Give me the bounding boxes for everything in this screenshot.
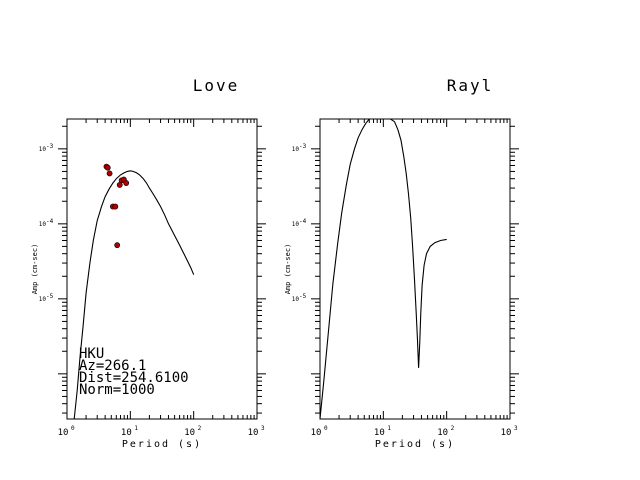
x-axis-label: Period (s) bbox=[375, 439, 455, 450]
annotation-line: Az=266.1 bbox=[79, 358, 146, 374]
y-tick-label: 10 bbox=[292, 296, 300, 303]
data-point bbox=[112, 203, 119, 210]
series-line bbox=[319, 118, 447, 420]
plot-frame bbox=[66, 118, 258, 420]
x-tick-label-exp: 3 bbox=[514, 425, 518, 432]
y-tick-label-exp: -3 bbox=[46, 143, 54, 150]
data-point bbox=[123, 180, 130, 186]
x-tick-label: 10 bbox=[311, 428, 322, 438]
y-tick-label-exp: -4 bbox=[46, 218, 54, 225]
series-line bbox=[73, 170, 195, 420]
x-tick-label-exp: 1 bbox=[134, 425, 138, 432]
x-tick-label: 10 bbox=[58, 428, 69, 438]
y-tick-label-exp: -3 bbox=[299, 143, 307, 150]
data-point bbox=[106, 170, 113, 177]
plot-frame bbox=[319, 118, 511, 420]
y-tick-label: 10 bbox=[292, 221, 300, 228]
x-tick-label-exp: 0 bbox=[324, 425, 328, 432]
y-tick-label-exp: -5 bbox=[46, 293, 54, 300]
y-tick-label: 10 bbox=[39, 221, 47, 228]
y-tick-label: 10 bbox=[39, 146, 47, 153]
data-point bbox=[104, 164, 111, 171]
y-tick-label-exp: -5 bbox=[299, 293, 307, 300]
chart-title: Love bbox=[193, 76, 240, 95]
y-axis-label: Amp (cm-sec) bbox=[31, 244, 39, 295]
y-tick-label-exp: -4 bbox=[299, 218, 307, 225]
data-point bbox=[114, 242, 121, 249]
x-tick-label-exp: 2 bbox=[451, 425, 455, 432]
x-tick-label-exp: 3 bbox=[261, 425, 265, 432]
x-tick-label-exp: 2 bbox=[198, 425, 202, 432]
annotation-line: Norm=1000 bbox=[79, 382, 155, 398]
x-tick-label: 10 bbox=[374, 428, 385, 438]
x-tick-label: 10 bbox=[184, 428, 195, 438]
chart-title: Rayl bbox=[447, 76, 494, 95]
annotation-line: HKU bbox=[79, 346, 104, 362]
x-tick-label: 10 bbox=[501, 428, 512, 438]
y-axis-label: Amp (cm-sec) bbox=[284, 244, 292, 295]
y-tick-label: 10 bbox=[39, 296, 47, 303]
x-tick-label-exp: 0 bbox=[71, 425, 75, 432]
x-tick-label-exp: 1 bbox=[387, 425, 391, 432]
x-axis-label: Period (s) bbox=[122, 439, 202, 450]
annotation-line: Dist=254.6100 bbox=[79, 370, 189, 386]
x-tick-label: 10 bbox=[121, 428, 132, 438]
y-tick-label: 10 bbox=[292, 146, 300, 153]
x-tick-label: 10 bbox=[248, 428, 259, 438]
x-tick-label: 10 bbox=[437, 428, 448, 438]
